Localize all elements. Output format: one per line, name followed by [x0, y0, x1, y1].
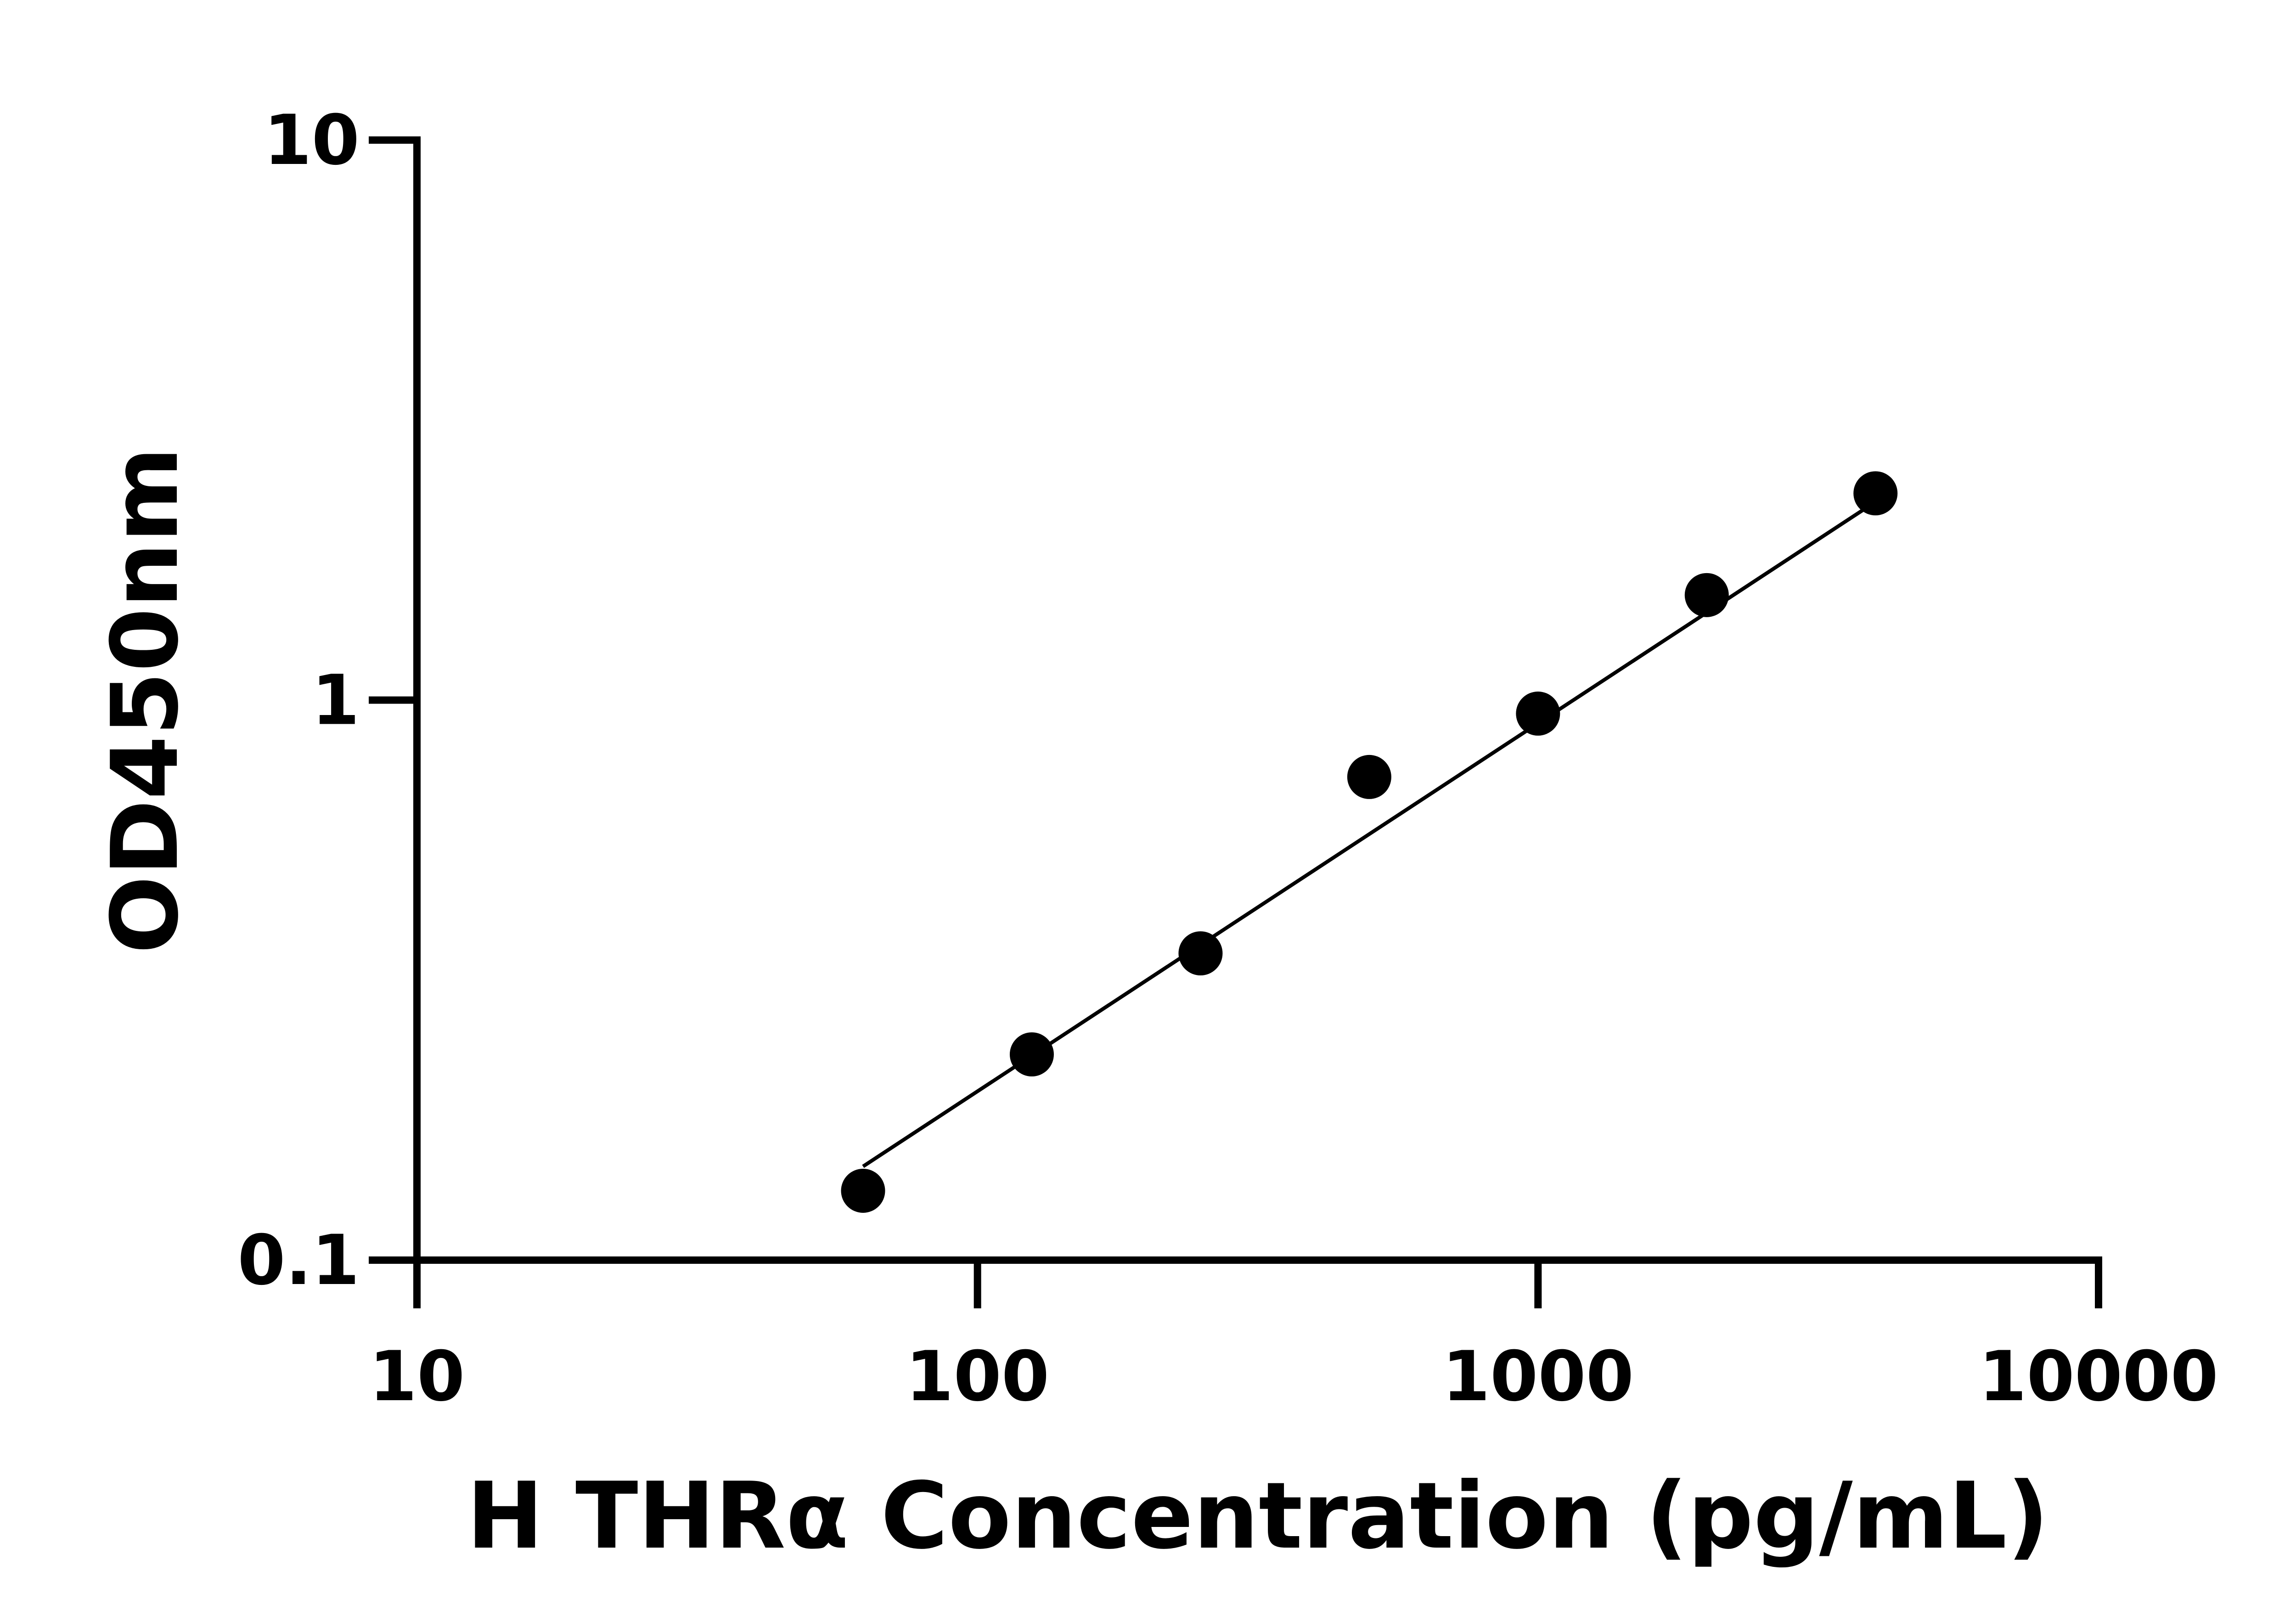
- y-tick-label: 10: [264, 101, 360, 180]
- x-tick-label: 1000: [1442, 1337, 1634, 1417]
- x-tick-label: 100: [906, 1337, 1049, 1417]
- x-axis-title: H THRα Concentration (pg/mL): [467, 1463, 2049, 1570]
- data-point: [841, 1168, 885, 1213]
- data-point: [1516, 691, 1560, 736]
- x-tick-label: 10000: [1979, 1337, 2218, 1417]
- y-tick-label: 0.1: [237, 1221, 360, 1301]
- data-point: [1347, 755, 1391, 799]
- fit-line: [862, 500, 1877, 1168]
- x-tick-label: 10: [369, 1337, 465, 1417]
- y-axis-title: OD450nm: [92, 447, 199, 954]
- data-point: [1178, 931, 1223, 975]
- data-point: [1853, 471, 1898, 516]
- y-tick-label: 1: [312, 661, 360, 741]
